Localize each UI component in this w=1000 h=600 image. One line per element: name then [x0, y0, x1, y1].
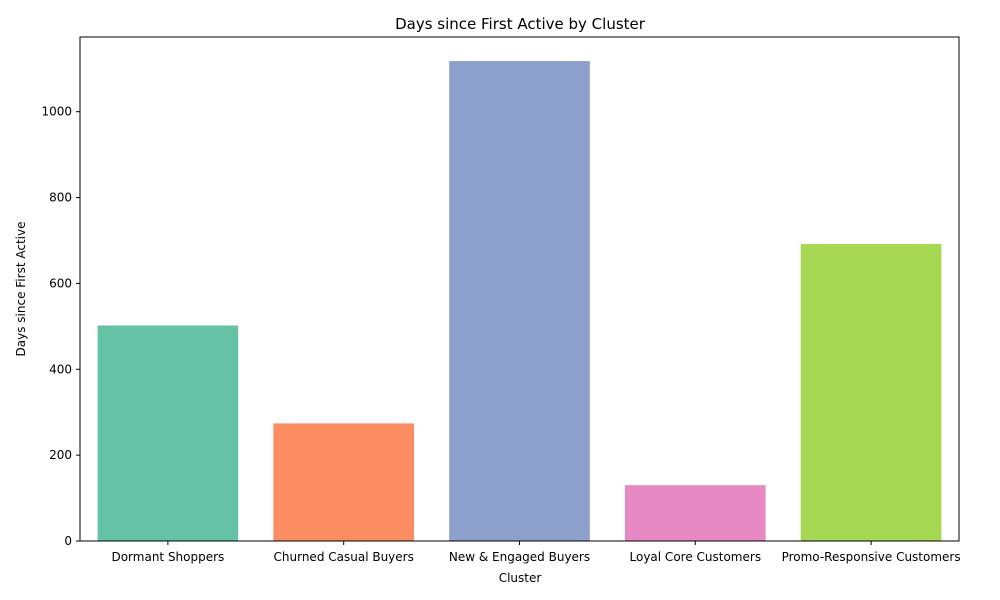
- y-tick-label-3: 600: [49, 276, 72, 290]
- y-tick-label-2: 400: [49, 362, 72, 376]
- x-axis-label: Cluster: [499, 571, 542, 585]
- y-tick-label-1: 200: [49, 448, 72, 462]
- y-tick-label-4: 800: [49, 191, 72, 205]
- y-axis-label: Days since First Active: [14, 222, 28, 357]
- chart-title: Days since First Active by Cluster: [395, 15, 646, 33]
- bar-4: [800, 243, 942, 542]
- axes-frame: [79, 36, 960, 542]
- bar-3: [624, 485, 766, 541]
- x-tick-label-1: Churned Casual Buyers: [274, 550, 414, 564]
- bar-2: [449, 61, 590, 541]
- bar-0: [97, 325, 239, 541]
- x-tick-label-2: New & Engaged Buyers: [449, 550, 590, 564]
- bar-1: [273, 423, 415, 541]
- y-tick-label-0: 0: [64, 534, 72, 548]
- x-tick-label-4: Promo-Responsive Customers: [782, 550, 961, 564]
- plot-area: 0 200 400 600 800 1000 Dormant Shoppers Churned…: [41, 36, 961, 564]
- x-tick-label-3: Loyal Core Customers: [630, 550, 762, 564]
- x-tick-label-0: Dormant Shoppers: [111, 550, 224, 564]
- y-tick-label-5: 1000: [41, 105, 72, 119]
